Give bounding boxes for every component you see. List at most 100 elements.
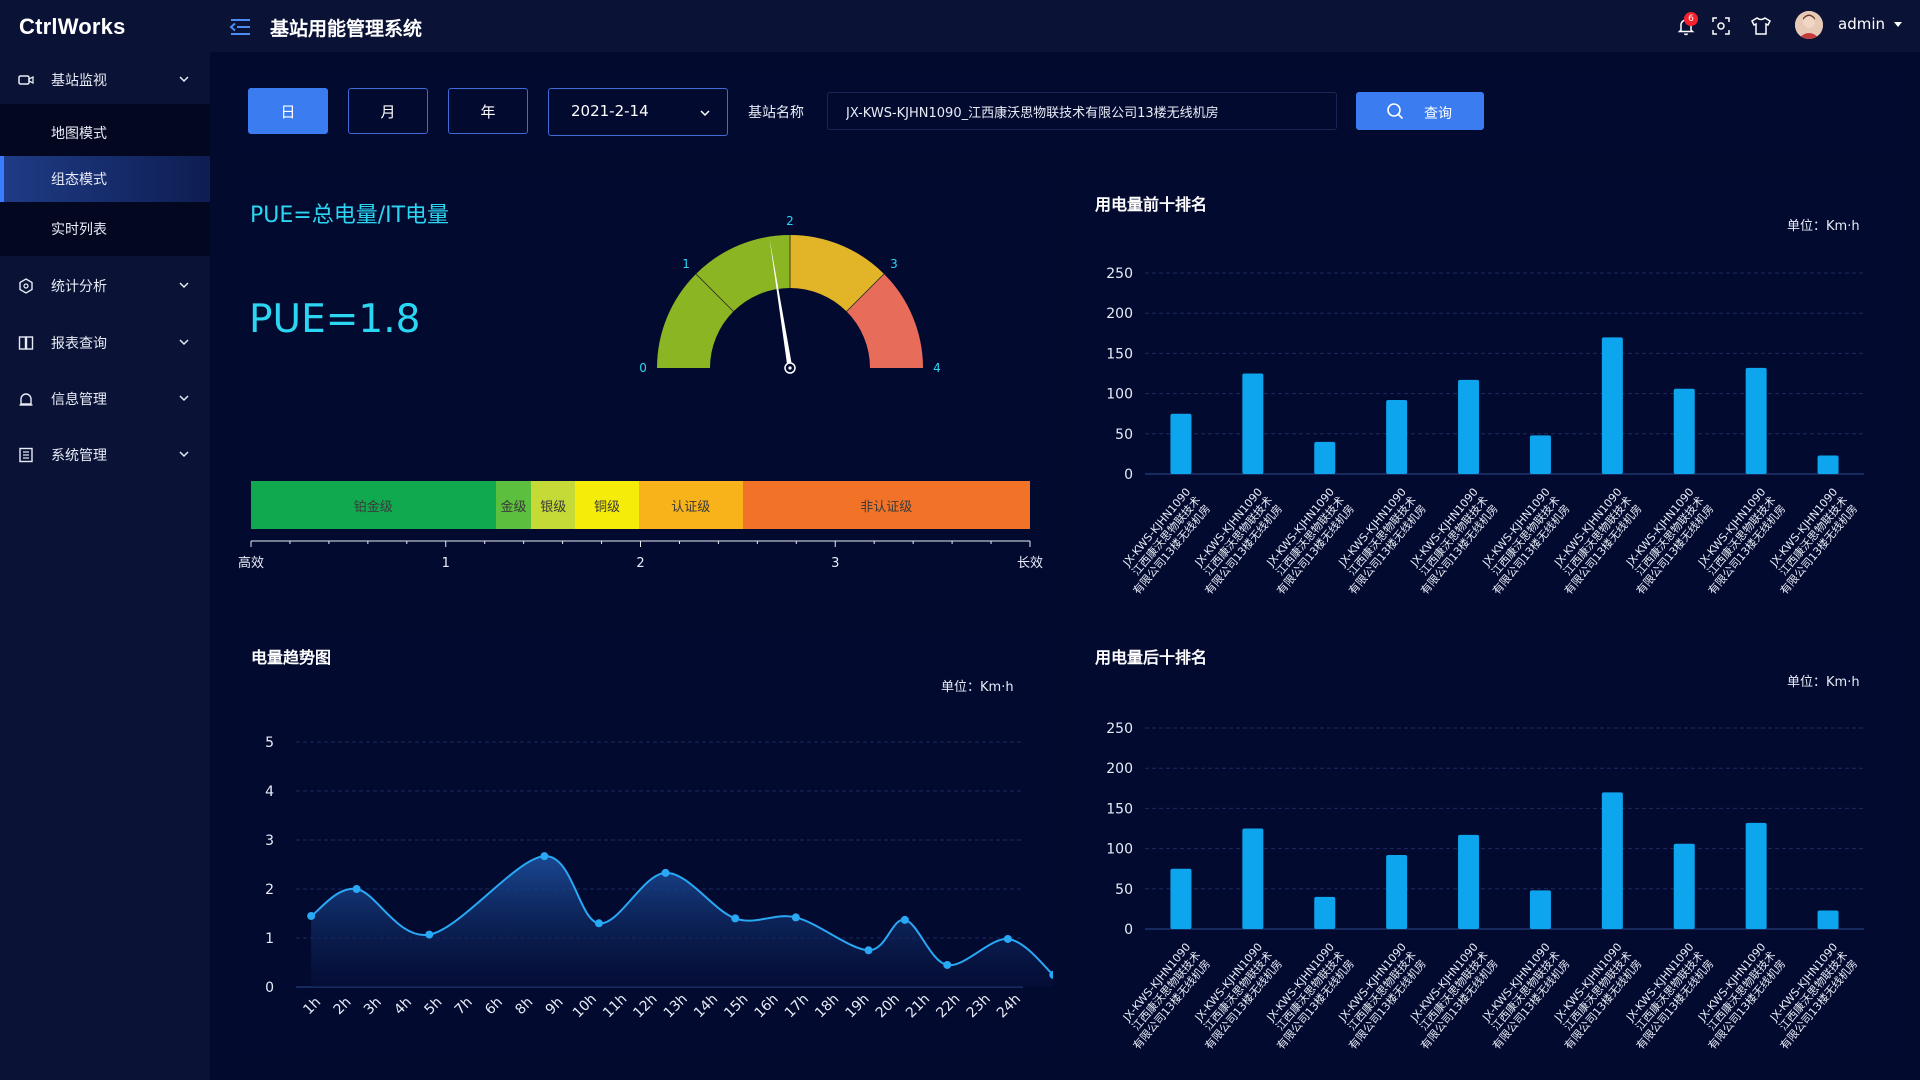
y-tick-label: 50 [1115,427,1133,443]
bar [1170,413,1192,474]
bar [1314,441,1336,474]
skin-shirt-icon[interactable] [1750,15,1772,37]
grade-segment: 认证级 [638,481,743,529]
trend-point [1003,934,1012,943]
sidebar-item-config-mode[interactable]: 组态模式 [0,156,210,202]
y-tick-label: 250 [1106,721,1133,737]
sidebar-group-monitor[interactable]: 基站监视 [0,62,210,98]
x-tick-label: 11h [600,991,630,1021]
bar [1458,379,1480,474]
y-tick-label: 1 [265,931,274,947]
bottom10-title: 用电量后十排名 [1095,648,1208,667]
chevron-down-icon [179,451,189,458]
x-tick-label: 5h [422,994,446,1018]
grade-segment: 铜级 [575,481,639,529]
x-tick-label: 17h [782,991,812,1021]
chevron-down-icon [179,339,189,346]
x-tick-label: 12h [630,991,660,1021]
sidebar-group-info[interactable]: 信息管理 [0,381,210,417]
x-tick-label: 14h [691,991,721,1021]
user-name[interactable]: admin [1838,15,1885,33]
pue-gauge: 0 1 2 3 4 [640,214,940,375]
list-icon [19,447,33,463]
trend-point [900,915,909,924]
sidebar-submenu: 地图模式 组态模式 实时列表 [0,104,210,256]
caret-down-icon[interactable] [1894,22,1902,27]
trend-title: 电量趋势图 [251,648,332,667]
bar [1673,843,1695,929]
sidebar-group-label: 报表查询 [51,336,107,352]
grade-segment: 银级 [531,481,576,529]
pue-grade-bar: 铂金级 金级 银级 铜级 认证级 非认证级 [251,481,1030,529]
x-tick-label: 8h [512,994,536,1018]
period-month-button[interactable]: 月 [348,88,428,134]
x-tick-label: 4h [391,994,415,1018]
x-tick-label: 20h [873,991,903,1021]
query-button-label: 查询 [1424,106,1452,122]
chevron-down-icon [179,76,189,83]
gauge-pivot-dot [788,366,792,370]
bottom10-bar-chart: 0 50 100 150 200 250 JX-KWS-KJHN1090江西康沃思物联技术有… [1106,721,1864,1053]
scale-label: 长效 [1017,556,1043,571]
y-tick-label: 200 [1106,761,1133,777]
date-select[interactable]: 2021-2-14 [548,88,728,136]
trend-chart-panel: 电量趋势图 单位：Km·h 0 1 2 3 4 5 1h 2h 3h 4h 5h 7h 6h 8h 9h 10… [230,628,1053,1060]
bar [1386,855,1408,929]
app-logo: CtrlWorks [19,14,126,39]
bar [1242,828,1264,929]
y-tick-label: 5 [265,735,274,751]
menu-collapse-icon[interactable] [228,17,252,37]
y-tick-label: 100 [1106,842,1133,858]
sidebar-item-label: 组态模式 [51,172,107,188]
sidebar-item-map-mode[interactable]: 地图模式 [0,110,210,156]
station-name-label: 基站名称 [748,105,804,121]
y-tick-label: 0 [265,980,274,996]
bar [1170,868,1192,929]
x-tick-label: 19h [842,991,872,1021]
x-tick-label: 13h [661,991,691,1021]
fullscreen-icon[interactable] [1710,15,1732,37]
sidebar: CtrlWorks 基站监视 地图模式 组态模式 实时列表 统计分析 报表查询 … [0,0,210,1080]
sidebar-group-system[interactable]: 系统管理 [0,437,210,473]
pue-value: PUE=1.8 [249,297,421,342]
hexagon-icon [19,278,33,294]
period-year-button[interactable]: 年 [448,88,528,134]
search-icon [1387,103,1404,120]
trend-point [1049,970,1053,979]
trend-point [352,885,361,893]
sidebar-group-label: 系统管理 [51,448,107,464]
avatar[interactable] [1795,11,1823,39]
sidebar-group-statistics[interactable]: 统计分析 [0,268,210,304]
scale-label: 高效 [238,555,264,571]
book-icon [18,336,34,350]
y-tick-label: 2 [265,882,274,898]
query-button[interactable]: 查询 [1356,92,1484,130]
grade-segment: 铂金级 [251,481,496,529]
bottom10-chart-panel: 用电量后十排名 单位：Km·h 0 50 100 150 200 250 JX-KWS-KJ… [1075,628,1902,1060]
trend-point [540,852,549,861]
x-tick-label: 24h [994,991,1024,1021]
gauge-tick-label: 0 [640,361,647,375]
period-day-button[interactable]: 日 [248,88,328,134]
y-tick-label: 0 [1124,467,1133,483]
gauge-tick-label: 4 [933,361,940,375]
gauge-segment [846,273,923,368]
notification-badge: 6 [1684,12,1698,26]
sidebar-item-realtime-list[interactable]: 实时列表 [0,206,210,252]
x-tick-label: 6h [482,994,506,1018]
bottom10-unit: 单位：Km·h [1787,675,1860,690]
sidebar-group-reports[interactable]: 报表查询 [0,325,210,361]
page-title: 基站用能管理系统 [270,18,423,40]
scale-label: 1 [442,556,450,571]
x-tick-label: 7h [452,994,476,1018]
y-tick-label: 3 [265,833,274,849]
station-name-input[interactable] [827,92,1337,130]
date-value: 2021-2-14 [571,102,649,120]
grade-segment: 非认证级 [742,481,1030,529]
sidebar-item-label: 地图模式 [51,126,107,142]
y-tick-label: 150 [1106,801,1133,817]
pue-formula-title: PUE=总电量/IT电量 [250,203,450,228]
gauge-divider [846,273,885,312]
